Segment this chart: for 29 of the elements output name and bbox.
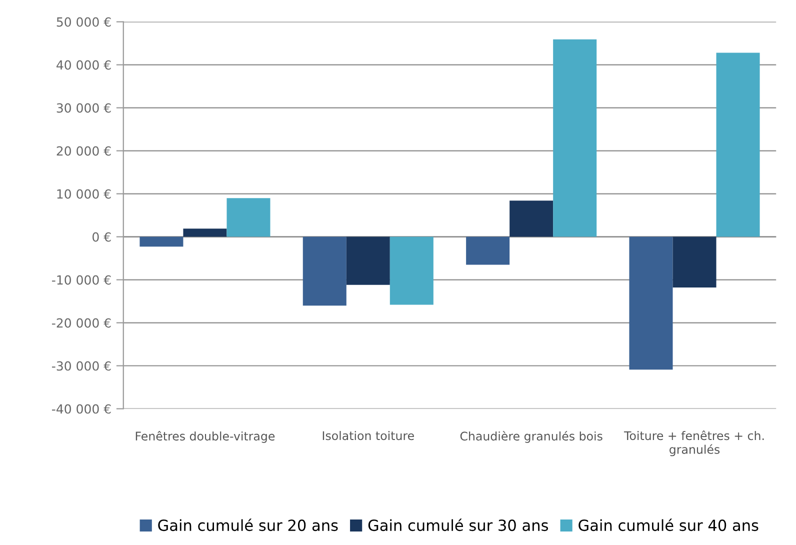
y-tick-label: 0 € [92,232,111,242]
legend-label: Gain cumulé sur 30 ans [368,518,548,532]
bar [672,236,716,288]
x-tick-label: Isolation toiture [322,430,414,440]
y-tick-label: 30 000 € [56,103,111,113]
y-tick-label: 10 000 € [57,189,111,199]
bar [226,198,270,237]
bar [553,39,597,237]
bar [716,52,760,237]
bar [183,228,227,237]
bar [629,236,673,370]
y-tick-label: -30 000 € [52,361,111,371]
x-tick-label: Chaudière granulés bois [460,430,602,443]
y-tick-label: -40 000 € [52,404,111,414]
y-tick-label: 50 000 € [56,17,111,27]
bar [466,236,510,265]
y-tick-label: 20 000 € [56,146,111,156]
bar [346,236,390,285]
x-tick-label: Toiture + fenêtres + ch. granulés [624,430,764,456]
bar [390,236,434,305]
y-tick-label: -20 000 € [52,318,111,328]
bar [302,236,346,306]
bar [140,236,184,247]
x-tick-label: Fenêtres double-vitrage [136,430,275,443]
legend-label: Gain cumulé sur 40 ans [578,518,758,532]
legend-label: Gain cumulé sur 20 ans [158,518,338,532]
y-tick-label: -10 000 € [52,275,111,285]
bar [510,200,554,237]
y-tick-label: 40 000 € [56,60,111,70]
